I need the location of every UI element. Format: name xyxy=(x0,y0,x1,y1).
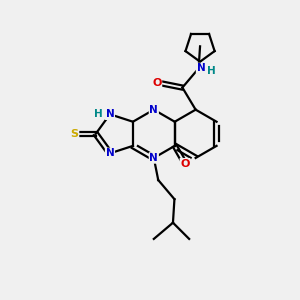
Text: N: N xyxy=(106,109,114,119)
Text: S: S xyxy=(70,129,79,139)
Text: O: O xyxy=(180,159,190,169)
Text: H: H xyxy=(94,109,103,119)
Text: N: N xyxy=(196,63,205,74)
Text: H: H xyxy=(207,66,215,76)
Text: N: N xyxy=(106,148,114,158)
Text: N: N xyxy=(149,153,158,163)
Text: N: N xyxy=(149,105,158,115)
Text: O: O xyxy=(152,78,161,88)
